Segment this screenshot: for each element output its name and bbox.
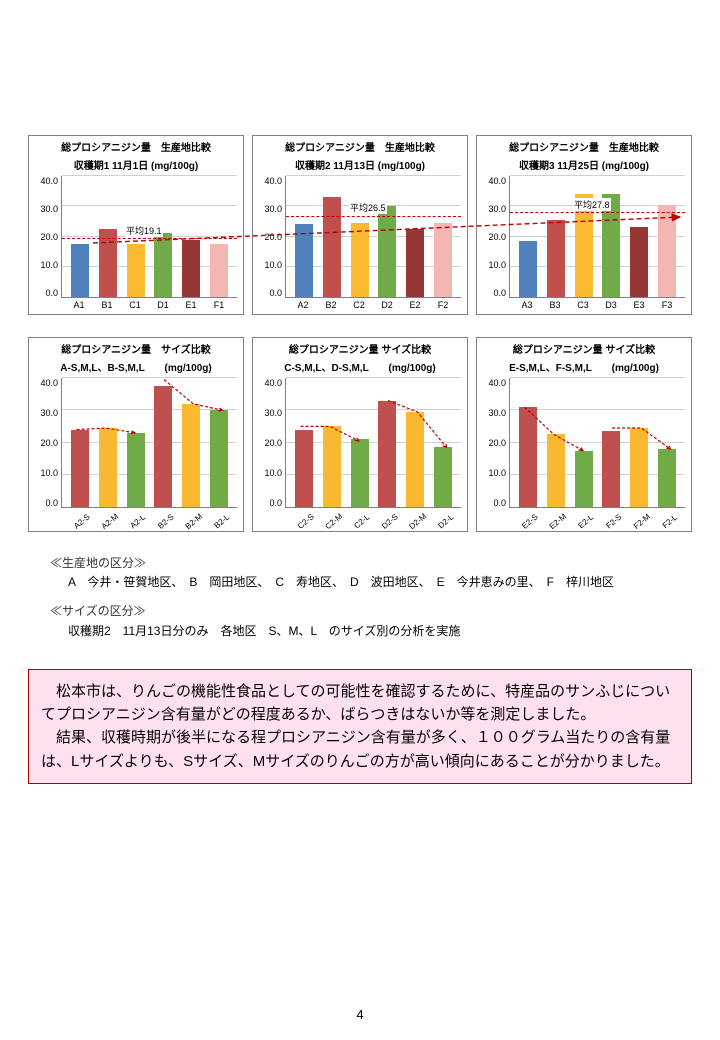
x-axis: C2-SC2-MC2-LD2-SD2-MD2-L	[285, 510, 461, 527]
size-body: 収穫期2 11月13日分のみ 各地区 S、M、L のサイズ別の分析を実施	[68, 622, 692, 641]
bar	[434, 447, 452, 507]
bar	[602, 431, 620, 507]
size-head: ≪サイズの区分≫	[50, 602, 692, 621]
bar	[378, 401, 396, 507]
region-body: A 今井・笹賀地区、 B 岡田地区、 C 寿地区、 D 波田地区、 E 今井恵み…	[68, 573, 692, 592]
bar	[406, 412, 424, 507]
bar	[154, 386, 172, 507]
plot-area	[285, 378, 461, 508]
bar	[295, 430, 313, 507]
bar	[658, 449, 676, 507]
x-axis: E2-SE2-ME2-LF2-SF2-MF2-L	[509, 510, 685, 527]
plot-area	[61, 378, 237, 508]
chart-title: 総プロシアニジン量 サイズ比較	[35, 344, 237, 357]
plot-area	[509, 378, 685, 508]
bar	[99, 428, 117, 507]
bar	[351, 439, 369, 507]
page-number: 4	[0, 1007, 720, 1022]
chart-subtitle: A-S,M,L、B-S,M,L (mg/100g)	[35, 359, 237, 374]
bar	[210, 410, 228, 507]
bar	[323, 426, 341, 507]
region-head: ≪生産地の区分≫	[50, 554, 692, 573]
notes-section: ≪生産地の区分≫ A 今井・笹賀地区、 B 岡田地区、 C 寿地区、 D 波田地…	[50, 554, 692, 641]
bar	[71, 430, 89, 507]
y-axis: 40.030.020.010.00.0	[483, 378, 509, 508]
chart-subtitle: E-S,M,L、F-S,M,L (mg/100g)	[483, 359, 685, 374]
bar	[182, 404, 200, 507]
chart-grid-row2: 総プロシアニジン量 サイズ比較 A-S,M,L、B-S,M,L (mg/100g)…	[28, 337, 692, 532]
y-axis: 40.030.020.010.00.0	[259, 378, 285, 508]
bar	[575, 451, 593, 507]
chart-panel: 総プロシアニジン量 サイズ比較 C-S,M,L、D-S,M,L (mg/100g)…	[252, 337, 468, 532]
summary-box: 松本市は、りんごの機能性食品としての可能性を確認するために、特産品のサンふじにつ…	[28, 669, 692, 784]
global-trend-arrow	[28, 135, 692, 315]
chart-panel: 総プロシアニジン量 サイズ比較 A-S,M,L、B-S,M,L (mg/100g)…	[28, 337, 244, 532]
y-axis: 40.030.020.010.00.0	[35, 378, 61, 508]
chart-title: 総プロシアニジン量 サイズ比較	[259, 344, 461, 357]
bar	[630, 428, 648, 507]
chart-title: 総プロシアニジン量 サイズ比較	[483, 344, 685, 357]
chart-panel: 総プロシアニジン量 サイズ比較 E-S,M,L、F-S,M,L (mg/100g)…	[476, 337, 692, 532]
chart-subtitle: C-S,M,L、D-S,M,L (mg/100g)	[259, 359, 461, 374]
bar	[127, 433, 145, 507]
bar	[519, 407, 537, 507]
bar	[547, 434, 565, 507]
x-axis: A2-SA2-MA2-LB2-SB2-MB2-L	[61, 510, 237, 527]
